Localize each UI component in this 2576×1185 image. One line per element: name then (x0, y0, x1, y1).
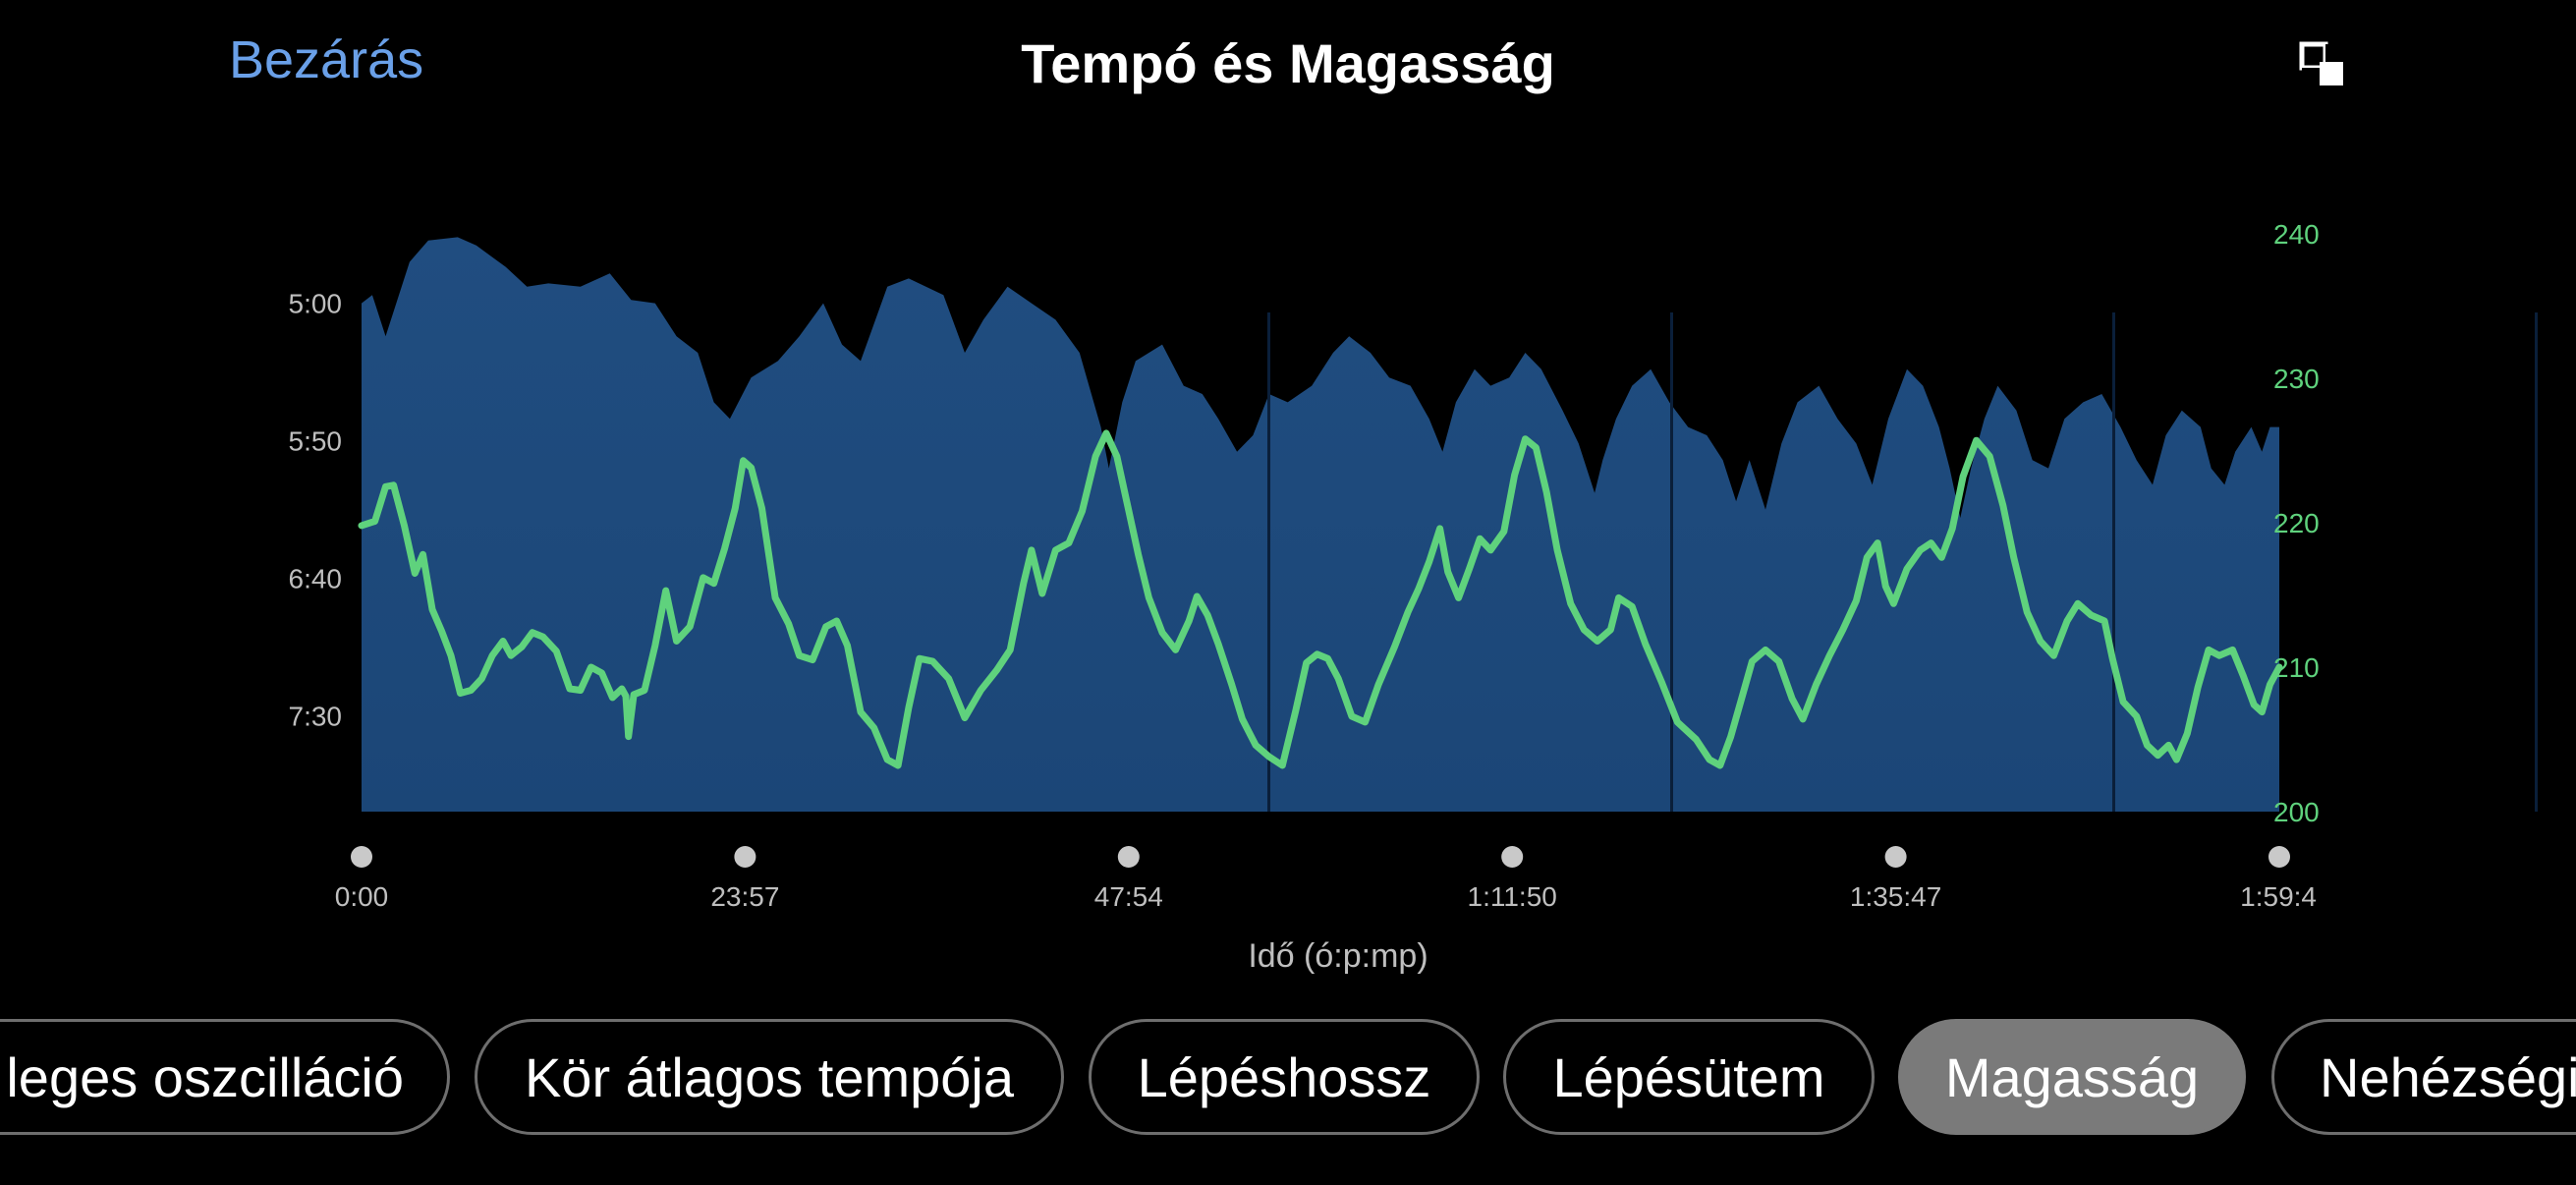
x-tick-label-2: 47:54 (1094, 881, 1163, 912)
x-tick-label-5: 1:59:4 (2240, 881, 2317, 912)
chip-stride-length[interactable]: Lépéshossz (1089, 1019, 1480, 1135)
pace-gap-2 (2112, 312, 2115, 812)
x-tick-dot-0 (351, 846, 372, 868)
metric-selector: leges oszcilláció Kör átlagos tempója Lé… (0, 1019, 2576, 1141)
x-tick-dot-4 (1884, 846, 1907, 868)
right-tick-label-2: 220 (2273, 508, 2320, 538)
right-tick-label-3: 210 (2273, 652, 2320, 683)
expand-icon[interactable] (2297, 39, 2348, 90)
x-axis-label: Idő (ó:p:mp) (1248, 937, 1428, 975)
left-tick-label-2: 6:40 (289, 564, 343, 594)
close-button[interactable]: Bezárás (229, 30, 424, 89)
chip-vertical-oscillation[interactable]: leges oszcilláció (0, 1019, 450, 1135)
pace-gap-3 (2535, 312, 2538, 812)
pace-gap-1 (1670, 312, 1673, 812)
x-tick-dot-3 (1501, 846, 1524, 868)
x-tick-label-4: 1:35:47 (1850, 881, 1941, 912)
x-tick-label-3: 1:11:50 (1468, 881, 1557, 912)
chart-title: Tempó és Magasság (1021, 32, 1555, 94)
x-tick-dot-5 (2268, 846, 2290, 868)
pace-gap-0 (1267, 312, 1270, 812)
right-tick-label-1: 230 (2273, 364, 2320, 394)
x-tick-label-1: 23:57 (710, 881, 779, 912)
x-tick-dot-1 (734, 846, 756, 868)
elevation-line (358, 429, 2283, 769)
x-tick-dot-2 (1117, 846, 1140, 868)
chip-lap-avg-pace[interactable]: Kör átlagos tempója (475, 1019, 1064, 1135)
pace-area (362, 237, 2279, 812)
left-tick-label-3: 7:30 (289, 702, 343, 732)
left-tick-label-1: 5:50 (289, 426, 343, 457)
chip-cadence[interactable]: Lépésütem (1503, 1019, 1875, 1135)
chip-grade[interactable]: Nehézségi (2271, 1019, 2576, 1135)
x-tick-label-0: 0:00 (335, 881, 389, 912)
pace-elevation-chart: 5:00 5:50 6:40 7:30 240 230 220 210 200 0:00 23:57… (289, 219, 2538, 975)
right-tick-label-4: 200 (2273, 797, 2320, 827)
right-tick-label-0: 240 (2273, 219, 2320, 250)
left-tick-label-0: 5:00 (289, 289, 343, 319)
chip-elevation[interactable]: Magasság (1898, 1019, 2246, 1135)
